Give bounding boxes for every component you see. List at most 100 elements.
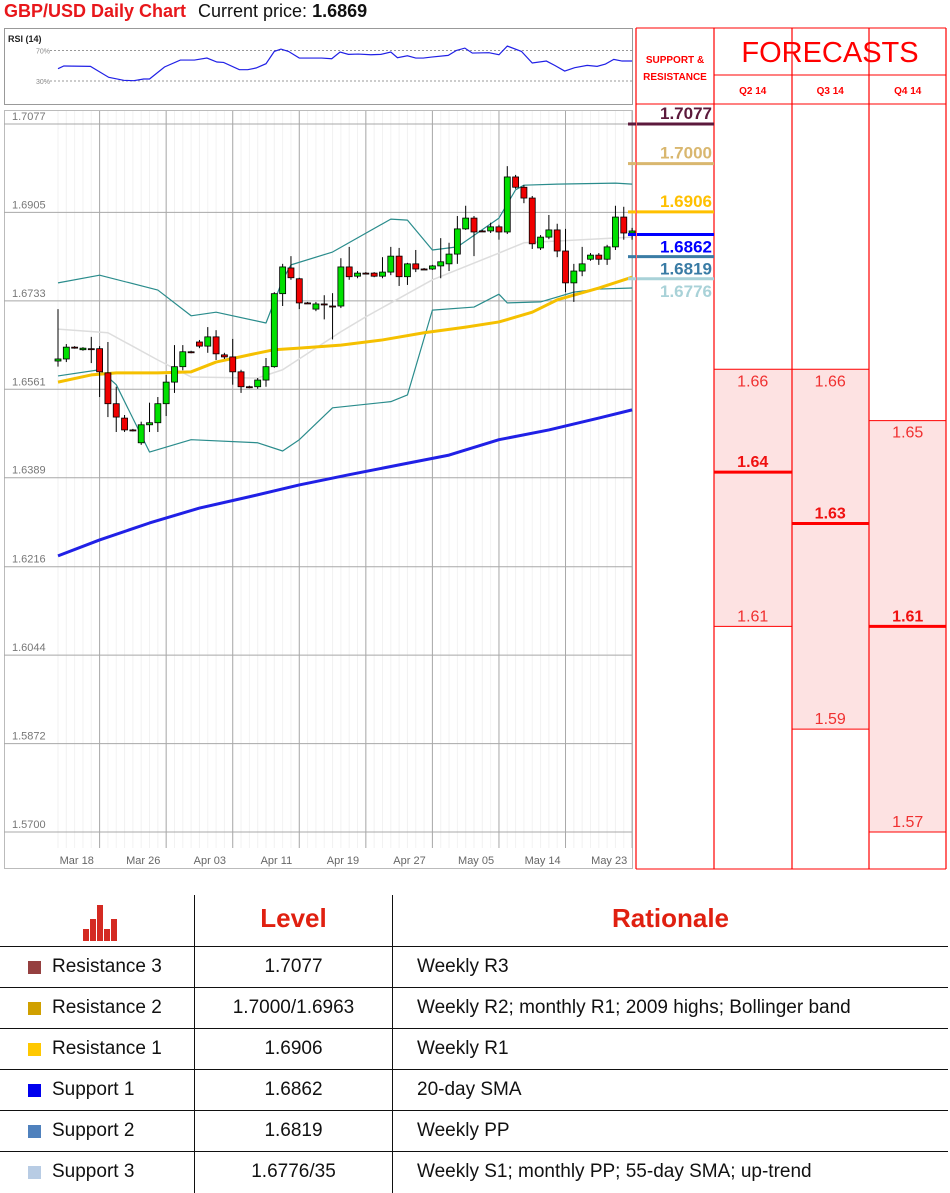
row-name: Resistance 2 <box>52 997 162 1018</box>
quarter-header: Q3 14 <box>817 86 845 97</box>
candle-body <box>96 348 103 373</box>
candle-body <box>304 302 312 305</box>
candle-body <box>620 216 628 234</box>
candle <box>337 258 345 309</box>
candle <box>370 272 378 278</box>
candle-body <box>229 356 237 373</box>
candle <box>478 229 486 233</box>
candle <box>96 346 103 398</box>
candle-body <box>370 272 378 277</box>
candle-body <box>171 366 178 383</box>
chart-area: RSI (14) 70% 30% 1.7077 1.6905 1.6733 1.6561 1.… <box>4 27 947 870</box>
sma200-line <box>57 408 633 558</box>
candle <box>553 223 561 258</box>
candle <box>570 263 578 302</box>
candle-body <box>387 255 395 273</box>
candle-body <box>104 372 112 405</box>
candle-body <box>379 271 386 277</box>
rsi-level-label: 70% <box>36 48 50 55</box>
candle-body <box>428 265 436 270</box>
y-tick-label: 1.6561 <box>12 376 46 388</box>
candle-body <box>204 336 212 347</box>
candle-body <box>395 255 403 278</box>
rsi-level-label: 30% <box>36 79 50 86</box>
row-rationale: Weekly R1 <box>417 1038 509 1059</box>
candle <box>171 345 178 393</box>
row-level: 1.6819 <box>264 1120 323 1141</box>
row-name: Support 2 <box>52 1120 135 1141</box>
quarter-header: Q4 14 <box>894 86 922 97</box>
bar-chart-icon <box>83 905 117 941</box>
candle-body <box>345 266 353 278</box>
row-level: 1.6906 <box>264 1038 323 1059</box>
candle <box>404 262 411 285</box>
candle-body <box>320 303 328 306</box>
candle <box>470 216 478 257</box>
candle-body <box>137 424 145 444</box>
legend-swatch <box>28 1084 41 1097</box>
candle-body <box>478 230 486 233</box>
candle <box>354 271 361 279</box>
candle-body <box>245 386 253 389</box>
candle <box>495 224 503 240</box>
candle-body <box>312 303 320 310</box>
bollinger-lower-line <box>57 287 633 453</box>
candle-body <box>487 226 495 232</box>
candle <box>187 350 195 354</box>
candle-body <box>603 246 611 260</box>
candle-body <box>121 417 128 431</box>
y-tick-label: 1.6733 <box>12 288 46 300</box>
candle <box>79 347 87 351</box>
rsi-line <box>57 45 633 82</box>
candle <box>212 330 220 360</box>
candle-body <box>412 263 420 270</box>
legend-swatch <box>28 1125 41 1138</box>
candle-body <box>270 293 278 368</box>
candle <box>229 338 237 385</box>
candle-body <box>62 346 70 360</box>
forecast-low-label: 1.57 <box>892 814 923 831</box>
legend-swatch <box>28 961 41 974</box>
candle <box>612 205 619 250</box>
candle-body <box>420 268 428 271</box>
row-level: 1.7077 <box>264 956 323 977</box>
x-tick-label: Apr 19 <box>327 855 359 867</box>
candle-body <box>462 217 470 230</box>
row-name: Resistance 3 <box>52 956 162 977</box>
candle-body <box>220 354 228 358</box>
x-tick-label: Apr 03 <box>194 855 226 867</box>
candle-body <box>254 379 262 388</box>
row-level: 1.7000/1.6963 <box>232 997 355 1018</box>
candle-body <box>187 351 195 354</box>
candle <box>304 301 312 305</box>
candle-body <box>196 341 203 347</box>
candle-body <box>237 371 245 388</box>
candle <box>412 249 420 273</box>
x-tick-label: Apr 11 <box>261 855 293 867</box>
candle-body <box>329 305 336 308</box>
candle <box>562 228 569 293</box>
candle-body <box>212 336 220 355</box>
candle <box>279 263 287 307</box>
chart-title: GBP/USD Daily Chart <box>4 1 187 21</box>
y-tick-label: 1.5700 <box>12 819 46 831</box>
row-name: Support 1 <box>52 1079 135 1100</box>
candle-body <box>354 272 361 277</box>
candle <box>196 339 203 349</box>
candle <box>345 246 353 280</box>
candle <box>428 264 436 271</box>
candle <box>395 247 403 286</box>
candle <box>329 293 336 340</box>
candle-body <box>87 348 95 351</box>
candle-body <box>520 186 528 199</box>
candle-body <box>146 422 153 426</box>
x-tick-label: May 05 <box>458 855 494 867</box>
candle-body <box>512 176 519 188</box>
row-divider <box>0 987 948 988</box>
candle <box>254 377 262 389</box>
y-tick-label: 1.6044 <box>12 642 46 654</box>
candle-body <box>279 266 287 295</box>
candle-body <box>470 217 478 233</box>
forecast-range-0 <box>714 369 792 627</box>
rsi-panel <box>4 28 633 105</box>
